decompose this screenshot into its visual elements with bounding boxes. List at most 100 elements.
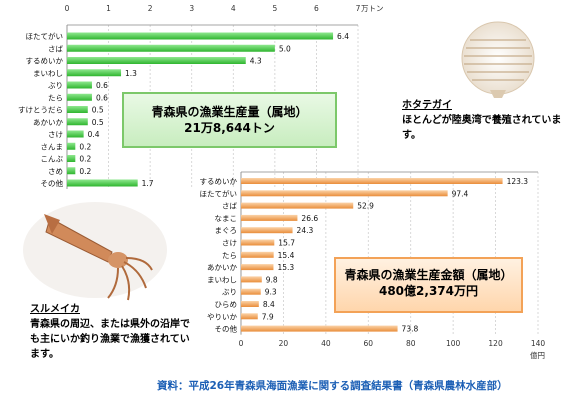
volume-bar — [67, 167, 76, 175]
volume-category-label: するめいか — [26, 57, 64, 66]
scallop-caption: ホタテガイ ほとんどが陸奥湾で養殖されています。 — [402, 98, 567, 143]
value-category-label: するめいか — [200, 177, 238, 186]
value-tick-label: 80 — [406, 339, 416, 348]
volume-chart-subtitle: 21万8,644トン — [184, 121, 275, 135]
volume-bar — [67, 118, 88, 126]
scallop-illustration — [461, 21, 535, 98]
value-data-label: 7.9 — [262, 312, 274, 321]
value-data-label: 73.8 — [402, 325, 419, 334]
squid-caption-text: 青森県の周辺、または県外の沿岸でも主にいか釣り漁業で漁獲されています。 — [30, 319, 190, 360]
value-data-label: 15.7 — [278, 239, 295, 248]
value-bar — [241, 251, 274, 258]
value-category-label: まいわし — [207, 275, 237, 284]
volume-category-label: さば — [48, 44, 63, 53]
value-bar — [241, 178, 503, 184]
volume-data-label: 0.2 — [79, 155, 91, 164]
value-bar — [241, 227, 293, 234]
value-category-label: なまこ — [215, 214, 238, 223]
source-note: 資料：平成26年青森県海面漁業に関する調査結果書（青森県農林水産部） — [157, 380, 508, 392]
volume-bar — [67, 69, 122, 77]
value-category-label: まぐろ — [215, 226, 238, 235]
volume-bar — [67, 155, 76, 162]
volume-category-label: さけ — [48, 130, 63, 139]
value-data-label: 9.8 — [266, 275, 278, 284]
value-bar — [241, 239, 275, 246]
volume-data-label: 5.0 — [279, 44, 291, 53]
value-data-label: 123.3 — [507, 177, 529, 186]
value-category-label: さば — [222, 202, 237, 211]
volume-bar — [67, 44, 275, 52]
volume-tick-label: 4 — [231, 4, 236, 13]
squid-caption-title: スルメイカ — [30, 304, 80, 315]
value-data-label: 97.4 — [452, 189, 469, 198]
volume-data-label: 1.3 — [125, 69, 137, 78]
volume-tick-label: 2 — [148, 4, 153, 13]
volume-category-label: ほたてがい — [26, 31, 64, 41]
value-bar — [241, 288, 261, 295]
value-bar — [241, 264, 274, 271]
value-bar — [241, 276, 262, 283]
value-tick-label: 40 — [321, 339, 331, 348]
value-unit-label: 億円 — [530, 350, 545, 360]
value-category-label: たら — [222, 251, 237, 260]
value-data-label: 9.3 — [265, 288, 277, 297]
volume-total-box: 青森県の漁業生産量（属地） 21万8,644トン — [122, 92, 337, 148]
value-total-box: 青森県の漁業生産金額（属地） 480億2,374万円 — [334, 257, 523, 313]
value-category-label: ひらめ — [215, 300, 238, 309]
value-category-label: やりいか — [207, 312, 237, 321]
volume-category-label: さんま — [41, 142, 64, 151]
volume-category-label: こんぶ — [41, 155, 64, 164]
volume-data-label: 4.3 — [250, 57, 262, 66]
squid-illustration — [23, 202, 167, 301]
value-tick-label: 120 — [488, 339, 503, 348]
value-category-label: その他 — [215, 324, 238, 334]
volume-bar — [67, 32, 334, 40]
scallop-caption-title: ホタテガイ — [402, 100, 452, 111]
value-tick-label: 20 — [279, 339, 289, 348]
volume-tick-label: 7 — [356, 4, 361, 13]
volume-data-label: 0.5 — [92, 118, 104, 127]
value-bar — [241, 190, 448, 197]
value-bar — [241, 214, 298, 221]
volume-bar — [67, 130, 84, 138]
value-tick-label: 60 — [364, 339, 374, 348]
value-bar — [241, 202, 354, 209]
volume-data-label: 1.7 — [142, 179, 154, 188]
volume-tick-label: 3 — [189, 4, 194, 13]
volume-data-label: 0.6 — [96, 81, 108, 90]
volume-data-label: 6.4 — [337, 32, 349, 41]
volume-category-label: ぶり — [48, 81, 63, 90]
volume-category-label: さめ — [48, 167, 63, 176]
value-data-label: 15.3 — [277, 263, 294, 272]
value-data-label: 52.9 — [357, 202, 374, 211]
value-bar — [241, 301, 259, 307]
value-data-label: 8.4 — [263, 300, 275, 309]
volume-data-label: 0.2 — [79, 142, 91, 151]
value-tick-label: 100 — [446, 339, 461, 348]
value-tick-label: 140 — [531, 339, 546, 348]
volume-category-label: すけとうだら — [18, 106, 63, 115]
value-data-label: 24.3 — [297, 226, 314, 235]
volume-category-label: まいわし — [33, 69, 63, 78]
value-data-label: 26.6 — [301, 214, 318, 223]
volume-tick-label: 0 — [65, 4, 70, 13]
volume-bar — [67, 81, 92, 89]
volume-bar — [67, 57, 246, 64]
volume-bar — [67, 179, 138, 187]
volume-category-label: その他 — [41, 178, 64, 188]
volume-data-label: 0.2 — [79, 167, 91, 176]
volume-data-label: 0.5 — [92, 106, 104, 115]
value-category-label: ほたてがい — [200, 188, 238, 198]
scallop-caption-text: ほとんどが陸奥湾で養殖されています。 — [402, 115, 562, 141]
value-bar — [241, 325, 398, 332]
value-tick-label: 0 — [239, 339, 244, 348]
volume-tick-label: 6 — [314, 4, 319, 13]
value-chart-title: 青森県の漁業生産金額（属地） — [344, 268, 513, 282]
volume-category-label: あかいか — [33, 118, 63, 127]
value-category-label: さけ — [222, 239, 237, 248]
value-bar — [241, 313, 258, 320]
value-chart-subtitle: 480億2,374万円 — [378, 284, 478, 298]
volume-category-label: たら — [48, 93, 63, 102]
